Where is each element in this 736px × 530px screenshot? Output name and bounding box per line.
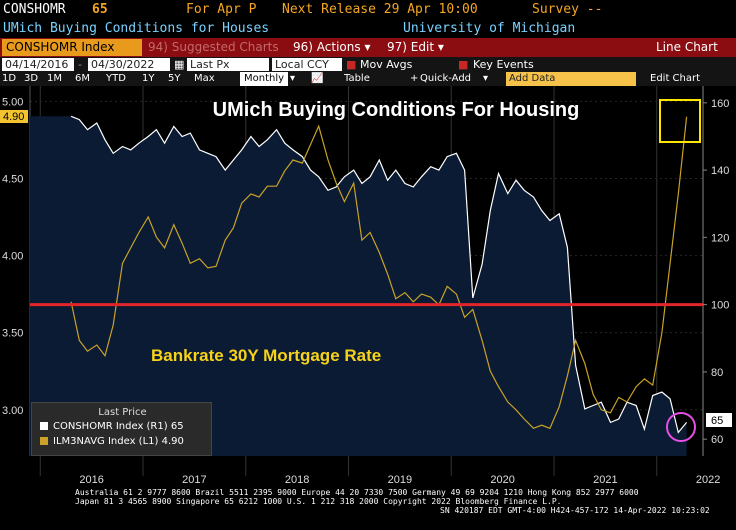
key-events-toggle[interactable]: Key Events bbox=[473, 58, 534, 71]
right-tick-label: 160 bbox=[711, 98, 729, 110]
left-tick-label: 3.50 bbox=[2, 328, 23, 340]
right-last-value: 65 bbox=[711, 415, 723, 427]
period-1y[interactable]: 1Y bbox=[142, 73, 155, 84]
edit-label: Edit bbox=[410, 40, 435, 54]
legend: Last Price CONSHOMR Index (R1) 65 ILM3NA… bbox=[31, 402, 212, 456]
footer-line-2: Japan 81 3 4565 8900 Singapore 65 6212 1… bbox=[75, 497, 562, 506]
period-1m[interactable]: 1M bbox=[47, 73, 62, 84]
chart-annotation: Bankrate 30Y Mortgage Rate bbox=[151, 346, 381, 365]
left-last-label: 4.90 bbox=[0, 110, 28, 123]
add-data-input[interactable]: Add Data bbox=[506, 72, 636, 86]
range-row: 04/14/2016 - 04/30/2022 ▦ Last Px Local … bbox=[0, 57, 736, 72]
legend-label: ILM3NAVG Index (L1) 4.90 bbox=[53, 436, 184, 447]
chart-title: UMich Buying Conditions For Housing bbox=[213, 99, 580, 121]
right-last-label: 65 bbox=[706, 413, 732, 427]
right-axis: 60 80 100 120 140 160 bbox=[703, 98, 729, 446]
x-axis: 2016 2017 2018 2019 2020 2021 2022 bbox=[79, 474, 720, 486]
left-tick-label: 5.00 bbox=[2, 96, 23, 108]
header-row-2: UMich Buying Conditions for Houses Unive… bbox=[0, 20, 736, 38]
line-chart-icon[interactable]: 📈 bbox=[311, 73, 324, 84]
next-release: Next Release 29 Apr 10:00 bbox=[282, 2, 478, 17]
x-tick-label: 2017 bbox=[182, 474, 206, 486]
toolbar: CONSHOMR Index 94) Suggested Charts 96) … bbox=[0, 38, 736, 57]
range-separator: - bbox=[78, 58, 82, 71]
x-tick-label: 2018 bbox=[285, 474, 309, 486]
for-period: For Apr P bbox=[186, 2, 257, 17]
legend-item-conshomr: CONSHOMR Index (R1) 65 bbox=[40, 421, 184, 432]
period-ytd[interactable]: YTD bbox=[106, 73, 126, 84]
security-description: UMich Buying Conditions for Houses bbox=[3, 21, 270, 36]
header-row-1: CONSHOMR 65 For Apr P Next Release 29 Ap… bbox=[0, 0, 736, 20]
period-row: 1D 3D 1M 6M YTD 1Y 5Y Max Monthly ▾ 📈 Table + Q… bbox=[0, 72, 736, 86]
start-date-input[interactable]: 04/14/2016 bbox=[2, 58, 74, 71]
x-tick-label: 2019 bbox=[388, 474, 412, 486]
actions-label: Actions bbox=[316, 40, 361, 54]
left-last-value: 4.90 bbox=[3, 111, 24, 123]
survey: Survey -- bbox=[532, 2, 603, 17]
period-1d[interactable]: 1D bbox=[2, 73, 17, 84]
ticker-symbol: CONSHOMR bbox=[3, 2, 66, 17]
caret-down-icon[interactable]: ▾ bbox=[483, 73, 489, 84]
currency-select[interactable]: Local CCY bbox=[272, 58, 342, 71]
caret-down-icon: ▾ bbox=[364, 40, 371, 54]
legend-title: Last Price bbox=[98, 407, 147, 418]
left-tick-label: 3.00 bbox=[2, 405, 23, 417]
frequency-select[interactable]: Monthly bbox=[240, 72, 289, 86]
suggested-charts-button[interactable]: 94) Suggested Charts bbox=[148, 40, 279, 54]
mortgage-rate-line bbox=[70, 116, 688, 430]
right-tick-label: 80 bbox=[711, 367, 723, 379]
period-5y[interactable]: 5Y bbox=[168, 73, 181, 84]
x-tick-label: 2020 bbox=[490, 474, 514, 486]
end-date-input[interactable]: 04/30/2022 bbox=[88, 58, 170, 71]
calendar-icon[interactable]: ▦ bbox=[174, 58, 185, 71]
ticker-value: 65 bbox=[92, 2, 108, 17]
plus-icon[interactable]: + bbox=[410, 73, 419, 84]
ticker-input[interactable]: CONSHOMR Index bbox=[2, 39, 142, 56]
checkbox-icon[interactable]: ■ bbox=[346, 58, 357, 71]
left-tick-label: 4.00 bbox=[2, 251, 23, 263]
period-max[interactable]: Max bbox=[194, 73, 215, 84]
caret-down-icon[interactable]: ▾ bbox=[290, 73, 296, 84]
yellow-swatch-icon bbox=[40, 437, 48, 445]
x-tick-label: 2022 bbox=[696, 474, 720, 486]
right-tick-label: 100 bbox=[711, 300, 729, 312]
right-tick-label: 140 bbox=[711, 165, 729, 177]
white-swatch-icon bbox=[40, 422, 48, 430]
left-axis: 3.00 3.50 4.00 4.50 5.00 bbox=[2, 96, 23, 416]
legend-item-mortgage: ILM3NAVG Index (L1) 4.90 bbox=[40, 436, 184, 447]
chart-type-label[interactable]: Line Chart bbox=[656, 40, 718, 54]
x-tick-label: 2021 bbox=[593, 474, 617, 486]
caret-down-icon: ▾ bbox=[437, 40, 444, 54]
footer-line-1: Australia 61 2 9777 8600 Brazil 5511 239… bbox=[75, 488, 639, 497]
right-tick-label: 120 bbox=[711, 232, 729, 244]
period-3d[interactable]: 3D bbox=[24, 73, 39, 84]
data-source: University of Michigan bbox=[403, 21, 576, 36]
right-tick-label: 60 bbox=[711, 434, 723, 446]
quick-add-button[interactable]: Quick-Add bbox=[420, 73, 472, 84]
checkbox-icon[interactable]: ■ bbox=[458, 58, 469, 71]
edit-number: 97) bbox=[387, 40, 407, 54]
field-select[interactable]: Last Px bbox=[187, 58, 269, 71]
x-tick-label: 2016 bbox=[79, 474, 103, 486]
left-tick-label: 4.50 bbox=[2, 174, 23, 186]
actions-number: 96) bbox=[293, 40, 313, 54]
table-button[interactable]: Table bbox=[344, 73, 370, 84]
conshomr-area bbox=[30, 116, 687, 457]
conshomr-line bbox=[70, 115, 688, 434]
edit-chart-button[interactable]: Edit Chart bbox=[650, 73, 701, 84]
line-chart[interactable]: 3.00 3.50 4.00 4.50 5.00 60 80 100 120 140 160 20… bbox=[0, 86, 736, 487]
highlight-box bbox=[659, 99, 701, 143]
footer: Australia 61 2 9777 8600 Brazil 5511 239… bbox=[0, 487, 736, 530]
period-6m[interactable]: 6M bbox=[75, 73, 90, 84]
mov-avgs-toggle[interactable]: Mov Avgs bbox=[360, 58, 413, 71]
legend-label: CONSHOMR Index (R1) 65 bbox=[53, 421, 184, 432]
edit-menu[interactable]: 97) Edit ▾ bbox=[387, 38, 444, 57]
highlight-circle bbox=[666, 412, 696, 442]
actions-menu[interactable]: 96) Actions ▾ bbox=[293, 38, 370, 57]
footer-line-3: SN 420187 EDT GMT-4:00 H424-457-172 14-A… bbox=[440, 506, 710, 515]
